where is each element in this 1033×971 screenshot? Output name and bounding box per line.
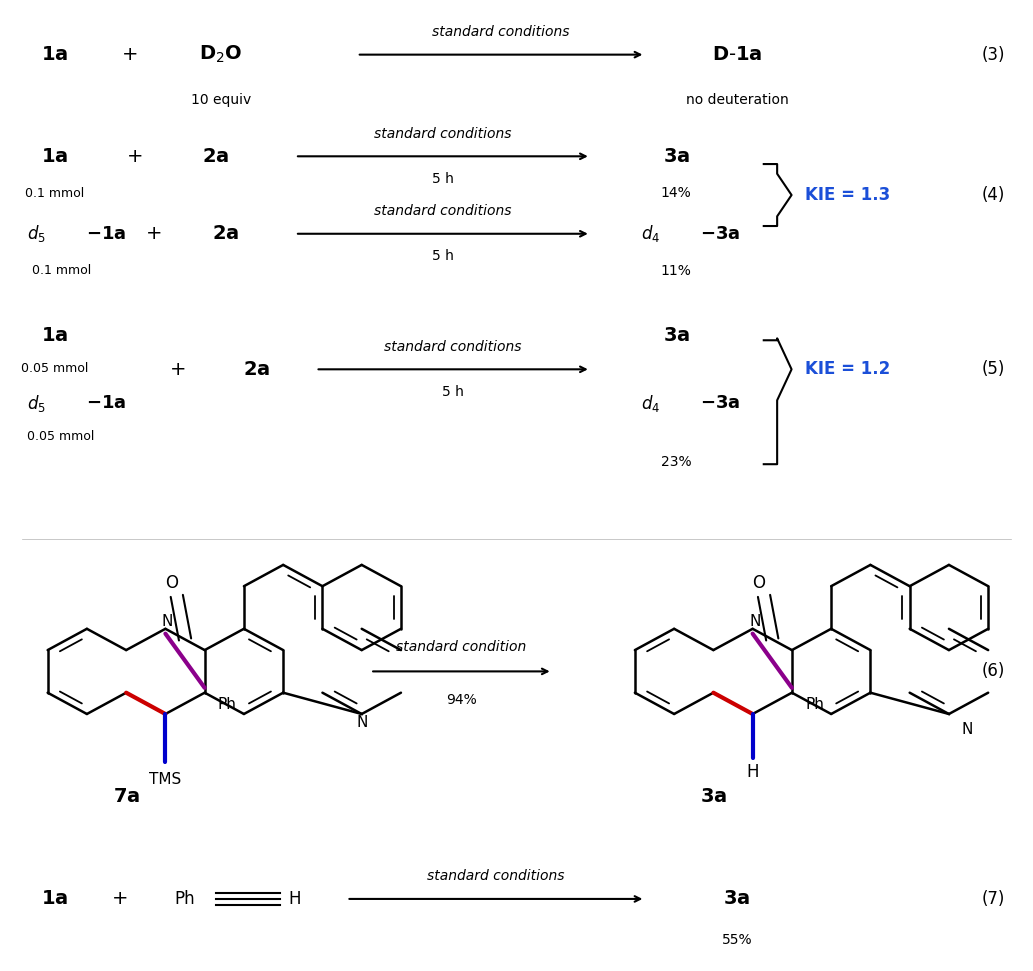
- Text: 5 h: 5 h: [432, 172, 453, 185]
- Text: $\mathbf{3a}$: $\mathbf{3a}$: [662, 326, 690, 345]
- Text: Ph: Ph: [805, 697, 824, 712]
- Text: N: N: [357, 716, 369, 730]
- Text: no deuteration: no deuteration: [686, 93, 788, 107]
- Text: standard condition: standard condition: [397, 640, 527, 654]
- Text: $\mathbf{7a}$: $\mathbf{7a}$: [113, 787, 139, 806]
- Text: $\mathbf{1a}$: $\mathbf{1a}$: [41, 889, 68, 909]
- Text: +: +: [127, 147, 144, 166]
- Text: 0.05 mmol: 0.05 mmol: [28, 429, 95, 443]
- Text: KIE = 1.3: KIE = 1.3: [805, 186, 890, 204]
- Text: standard conditions: standard conditions: [384, 340, 522, 353]
- Text: KIE = 1.2: KIE = 1.2: [805, 360, 890, 379]
- Text: Ph: Ph: [218, 697, 237, 712]
- Text: $\mathbf{-1a}$: $\mathbf{-1a}$: [86, 224, 126, 243]
- Text: standard conditions: standard conditions: [374, 127, 511, 141]
- Text: +: +: [170, 360, 187, 379]
- Text: 0.1 mmol: 0.1 mmol: [32, 264, 91, 277]
- Text: $\mathbf{1a}$: $\mathbf{1a}$: [41, 326, 68, 345]
- Text: $\mathit{d}_{5}$: $\mathit{d}_{5}$: [27, 392, 45, 414]
- Text: standard conditions: standard conditions: [432, 25, 570, 39]
- Text: $\mathbf{D}$-$\mathbf{1a}$: $\mathbf{D}$-$\mathbf{1a}$: [712, 45, 762, 64]
- Text: $\mathbf{3a}$: $\mathbf{3a}$: [662, 147, 690, 166]
- Text: D$_2$O: D$_2$O: [199, 44, 243, 65]
- Text: 5 h: 5 h: [442, 385, 464, 399]
- Text: 0.1 mmol: 0.1 mmol: [26, 186, 85, 200]
- Text: 5 h: 5 h: [432, 250, 453, 263]
- Text: 23%: 23%: [661, 455, 691, 469]
- Text: $\mathbf{3a}$: $\mathbf{3a}$: [723, 889, 751, 909]
- Text: $\mathit{d}_{4}$: $\mathit{d}_{4}$: [640, 392, 660, 414]
- Text: +: +: [146, 224, 162, 244]
- Text: O: O: [752, 574, 765, 592]
- Text: O: O: [165, 574, 178, 592]
- Text: TMS: TMS: [150, 772, 182, 787]
- Text: $\mathit{d}_{4}$: $\mathit{d}_{4}$: [640, 223, 660, 245]
- Text: 11%: 11%: [661, 263, 692, 278]
- Text: $\mathbf{2a}$: $\mathbf{2a}$: [213, 224, 240, 244]
- Text: $\mathbf{1a}$: $\mathbf{1a}$: [41, 147, 68, 166]
- Text: 94%: 94%: [446, 692, 477, 707]
- Text: standard conditions: standard conditions: [374, 204, 511, 218]
- Text: (3): (3): [981, 46, 1005, 64]
- Text: H: H: [747, 763, 759, 781]
- Text: N: N: [749, 614, 760, 628]
- Text: 0.05 mmol: 0.05 mmol: [22, 362, 89, 375]
- Text: 55%: 55%: [722, 932, 752, 947]
- Text: 10 equiv: 10 equiv: [191, 93, 251, 107]
- Text: $\mathbf{-1a}$: $\mathbf{-1a}$: [86, 394, 126, 413]
- Text: (7): (7): [981, 890, 1005, 908]
- Text: (6): (6): [981, 662, 1005, 681]
- Text: $\mathbf{-3a}$: $\mathbf{-3a}$: [700, 224, 740, 243]
- Text: $\mathit{d}_{5}$: $\mathit{d}_{5}$: [27, 223, 45, 245]
- Text: (4): (4): [981, 186, 1005, 204]
- Text: $\mathbf{2a}$: $\mathbf{2a}$: [202, 147, 229, 166]
- Text: 14%: 14%: [661, 186, 691, 200]
- Text: (5): (5): [981, 360, 1005, 379]
- Text: $\mathbf{1a}$: $\mathbf{1a}$: [41, 45, 68, 64]
- Text: +: +: [112, 889, 128, 909]
- Text: N: N: [162, 614, 174, 628]
- Text: H: H: [289, 890, 302, 908]
- Text: Ph: Ph: [175, 890, 195, 908]
- Text: $\mathbf{2a}$: $\mathbf{2a}$: [244, 360, 271, 379]
- Text: $\mathbf{3a}$: $\mathbf{3a}$: [699, 787, 727, 806]
- Text: +: +: [122, 45, 138, 64]
- Text: $\mathbf{-3a}$: $\mathbf{-3a}$: [700, 394, 740, 413]
- Text: standard conditions: standard conditions: [428, 869, 565, 884]
- Text: N: N: [962, 722, 973, 737]
